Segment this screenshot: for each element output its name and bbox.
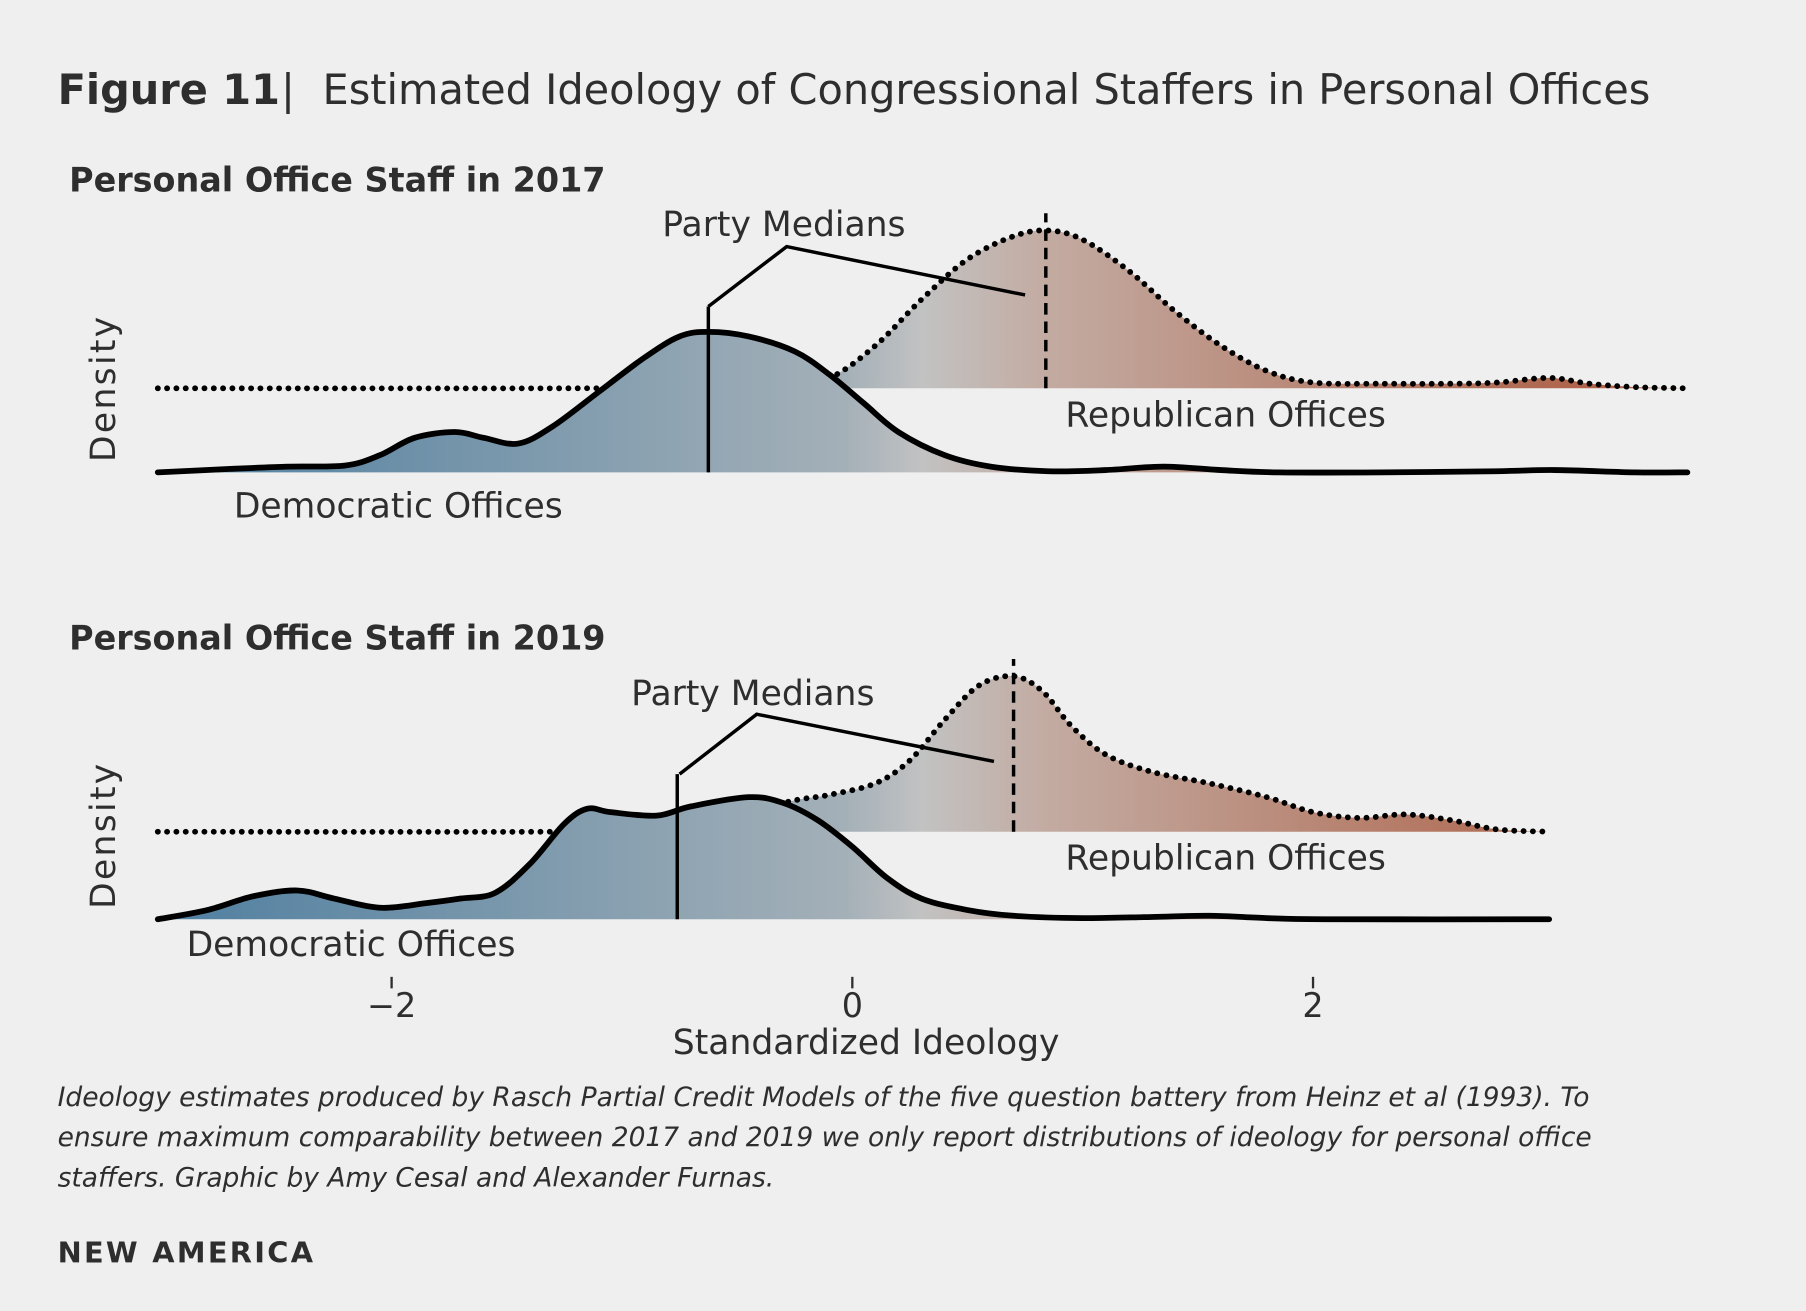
title-separator: | <box>281 66 295 114</box>
note-line: ensure maximum comparability between 201… <box>58 1122 1592 1153</box>
x-axis-label: Standardized Ideology <box>673 1023 1060 1063</box>
party-medians-label: Party Medians <box>662 205 905 245</box>
x-tick-label: 2 <box>1302 986 1323 1025</box>
republican-label: Republican Offices <box>1065 395 1386 435</box>
democratic-label: Democratic Offices <box>187 925 516 965</box>
figure-label: Figure 11 <box>58 66 280 114</box>
democratic-density-line <box>154 328 1691 476</box>
democratic-density-line <box>154 794 1553 923</box>
y-axis-label: Density <box>84 315 124 462</box>
x-axis: −2 0 2 <box>367 976 1324 1025</box>
y-axis-label: Density <box>84 761 124 908</box>
republican-label: Republican Offices <box>1065 839 1386 879</box>
panel-title: Personal Office Staff in 2017 <box>69 160 605 199</box>
democratic-label: Democratic Offices <box>234 486 563 526</box>
median-connector <box>678 712 995 776</box>
note-line: Ideology estimates produced by Rasch Par… <box>58 1082 1590 1113</box>
brand-logo: NEW AMERICA <box>58 1235 316 1269</box>
panel-title: Personal Office Staff in 2019 <box>69 619 605 658</box>
republican-density-line <box>154 673 1553 836</box>
note-line: staffers. Graphic by Amy Cesal and Alexa… <box>58 1162 775 1193</box>
panel-2017: Personal Office Staff in 2017 Density Pa… <box>69 160 1691 526</box>
median-connector <box>707 244 1026 308</box>
panel-2019: Personal Office Staff in 2019 Density Pa… <box>69 619 1553 1063</box>
density-plot <box>154 213 1691 476</box>
density-plot <box>154 658 1553 923</box>
figure-title: Estimated Ideology of Congressional Staf… <box>323 66 1651 114</box>
party-medians-label: Party Medians <box>631 674 874 714</box>
republican-density-fill <box>157 676 1550 833</box>
x-tick-label: −2 <box>367 986 416 1025</box>
republican-density-fill <box>157 230 1688 389</box>
x-tick-label: 0 <box>842 986 863 1025</box>
